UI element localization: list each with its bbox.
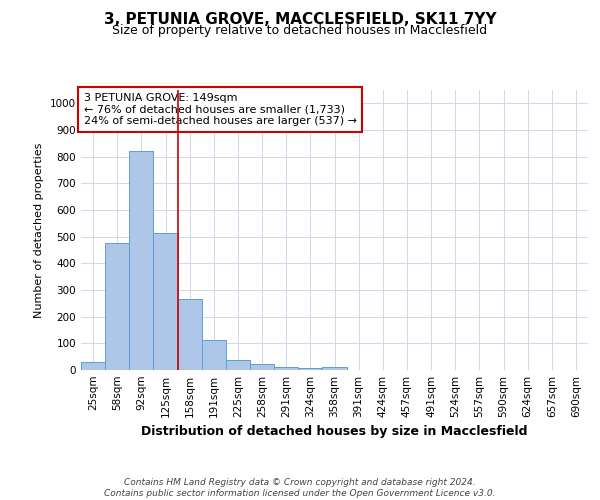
Bar bbox=[298, 368, 322, 370]
Bar bbox=[81, 362, 105, 370]
Y-axis label: Number of detached properties: Number of detached properties bbox=[34, 142, 44, 318]
Text: Contains HM Land Registry data © Crown copyright and database right 2024.
Contai: Contains HM Land Registry data © Crown c… bbox=[104, 478, 496, 498]
Bar bbox=[322, 368, 347, 370]
Bar bbox=[154, 232, 178, 370]
Bar bbox=[178, 300, 202, 370]
Bar bbox=[129, 152, 154, 370]
Bar bbox=[250, 364, 274, 370]
Text: 3 PETUNIA GROVE: 149sqm
← 76% of detached houses are smaller (1,733)
24% of semi: 3 PETUNIA GROVE: 149sqm ← 76% of detache… bbox=[83, 93, 356, 126]
Bar bbox=[274, 367, 298, 370]
Text: 3, PETUNIA GROVE, MACCLESFIELD, SK11 7YY: 3, PETUNIA GROVE, MACCLESFIELD, SK11 7YY bbox=[104, 12, 496, 28]
X-axis label: Distribution of detached houses by size in Macclesfield: Distribution of detached houses by size … bbox=[141, 426, 528, 438]
Text: Size of property relative to detached houses in Macclesfield: Size of property relative to detached ho… bbox=[112, 24, 488, 37]
Bar bbox=[202, 340, 226, 370]
Bar bbox=[105, 242, 129, 370]
Bar bbox=[226, 360, 250, 370]
